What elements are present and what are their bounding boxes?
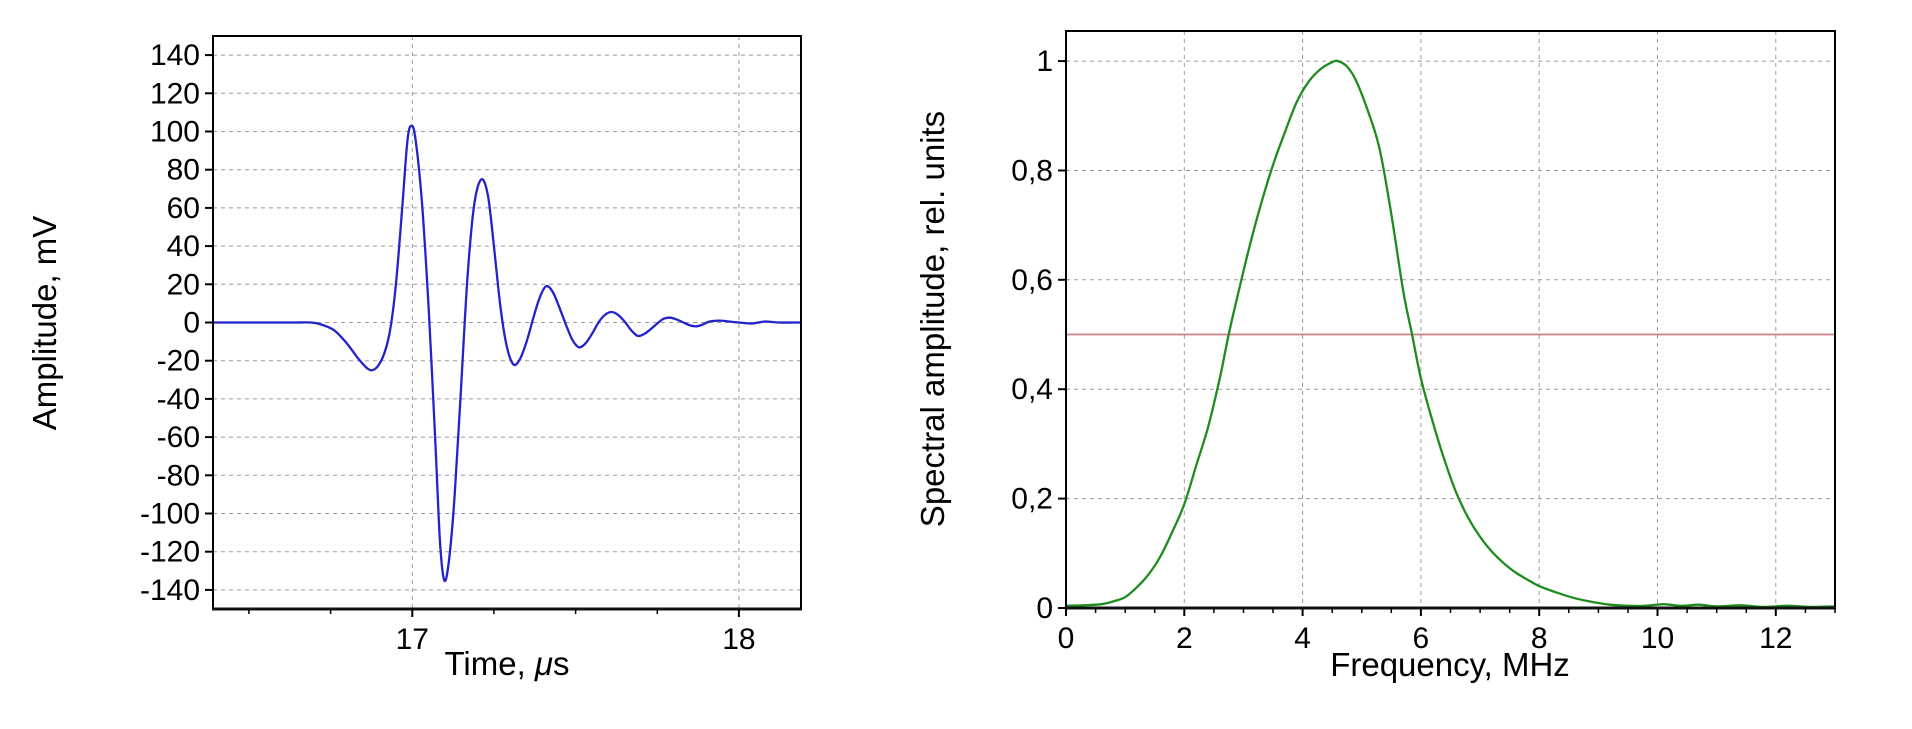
gridlines bbox=[213, 36, 801, 609]
svg-text:0,6: 0,6 bbox=[1011, 264, 1053, 297]
mu-symbol: μ bbox=[534, 645, 554, 682]
svg-text:-120: -120 bbox=[140, 536, 200, 569]
svg-text:12: 12 bbox=[1759, 622, 1792, 655]
svg-text:60: 60 bbox=[167, 192, 200, 225]
ticks-and-labels: 17 18 140 120 100 80 60 40 20 0 -20 -40 -60 -80 -100 -1… bbox=[140, 39, 756, 656]
svg-text:80: 80 bbox=[167, 154, 200, 187]
svg-text:0,8: 0,8 bbox=[1011, 155, 1053, 188]
svg-text:140: 140 bbox=[150, 39, 200, 72]
right-x-axis-title: Frequency, MHz bbox=[1330, 646, 1570, 683]
svg-text:0: 0 bbox=[183, 307, 200, 340]
svg-text:-40: -40 bbox=[157, 383, 200, 416]
left-y-axis-title: Amplitude, mV bbox=[26, 215, 63, 431]
right-y-axis-title: Spectral amplitude, rel. units bbox=[914, 110, 951, 528]
svg-text:-60: -60 bbox=[157, 421, 200, 454]
svg-text:0,4: 0,4 bbox=[1011, 373, 1053, 406]
plot-frame bbox=[1065, 30, 1836, 608]
svg-text:40: 40 bbox=[167, 230, 200, 263]
svg-text:0,2: 0,2 bbox=[1011, 483, 1053, 516]
gridlines bbox=[1066, 31, 1835, 608]
time-label-text: Time, bbox=[444, 645, 535, 682]
series-lines bbox=[1066, 59, 1835, 608]
svg-text:6: 6 bbox=[1413, 622, 1430, 655]
svg-text:-140: -140 bbox=[140, 574, 200, 607]
svg-text:0: 0 bbox=[1036, 592, 1053, 625]
spectral-amplitude bbox=[1066, 59, 1835, 608]
svg-text:17: 17 bbox=[396, 623, 429, 656]
svg-text:10: 10 bbox=[1641, 622, 1674, 655]
svg-text:2: 2 bbox=[1176, 622, 1193, 655]
left-x-axis-title: Time, μs bbox=[444, 645, 569, 683]
ticks-and-labels: 0 2 4 6 8 10 12 0 0,2 0,4 0,6 0,8 1 bbox=[1011, 45, 1836, 655]
svg-text:-100: -100 bbox=[140, 498, 200, 531]
svg-text:-20: -20 bbox=[157, 345, 200, 378]
svg-text:20: 20 bbox=[167, 268, 200, 301]
svg-text:100: 100 bbox=[150, 116, 200, 149]
series-lines bbox=[213, 124, 801, 583]
spectrum-plot-area bbox=[1066, 31, 1835, 608]
svg-text:8: 8 bbox=[1531, 622, 1548, 655]
time-domain-plot-area bbox=[213, 36, 801, 609]
time-label-unit: s bbox=[553, 645, 570, 682]
ultrasonic-echo-pulse bbox=[213, 124, 801, 583]
svg-text:-80: -80 bbox=[157, 459, 200, 492]
spectrum-chart: 0 2 4 6 8 10 12 0 0,2 0,4 0,6 0,8 1 bbox=[1011, 30, 1836, 655]
svg-text:1: 1 bbox=[1036, 45, 1053, 78]
svg-text:4: 4 bbox=[1294, 622, 1311, 655]
time-domain-chart: 17 18 140 120 100 80 60 40 20 0 -20 -40 -60 -80 -100 -1… bbox=[140, 35, 802, 656]
svg-text:18: 18 bbox=[722, 623, 755, 656]
svg-text:0: 0 bbox=[1058, 622, 1075, 655]
svg-text:120: 120 bbox=[150, 77, 200, 110]
